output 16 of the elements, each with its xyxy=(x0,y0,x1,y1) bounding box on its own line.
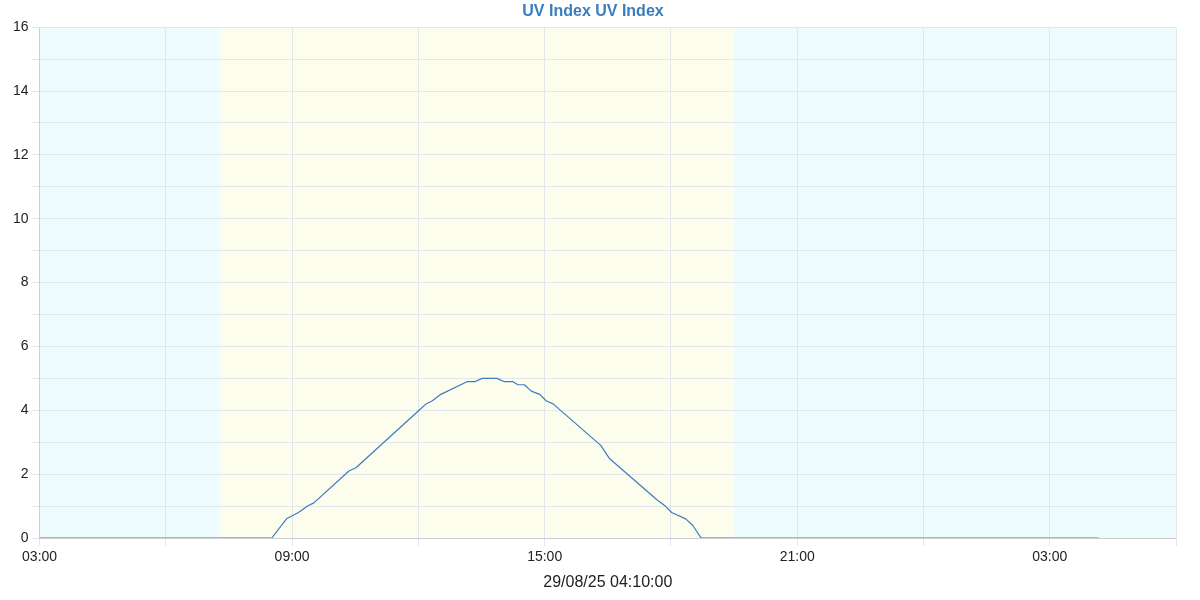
y-tick-label: 2 xyxy=(20,465,29,482)
y-tick-label: 0 xyxy=(20,528,29,545)
x-tick-label: 03:00 xyxy=(22,548,58,565)
x-tick-label: 03:00 xyxy=(1032,548,1068,565)
y-tick-label: 8 xyxy=(20,273,29,290)
y-tick-label: 12 xyxy=(12,145,29,162)
y-tick-label: 16 xyxy=(12,18,29,35)
x-tick-label: 15:00 xyxy=(527,548,563,565)
chart-title: UV Index UV Index xyxy=(522,2,664,20)
x-tick-label: 09:00 xyxy=(274,548,310,565)
y-tick-label: 10 xyxy=(12,209,29,226)
x-tick-label: 21:00 xyxy=(779,548,815,565)
y-tick-label: 14 xyxy=(12,81,29,98)
y-tick-label: 4 xyxy=(20,401,29,418)
x-axis-title: 29/08/25 04:10:00 xyxy=(543,572,673,590)
y-tick-label: 6 xyxy=(20,337,29,354)
